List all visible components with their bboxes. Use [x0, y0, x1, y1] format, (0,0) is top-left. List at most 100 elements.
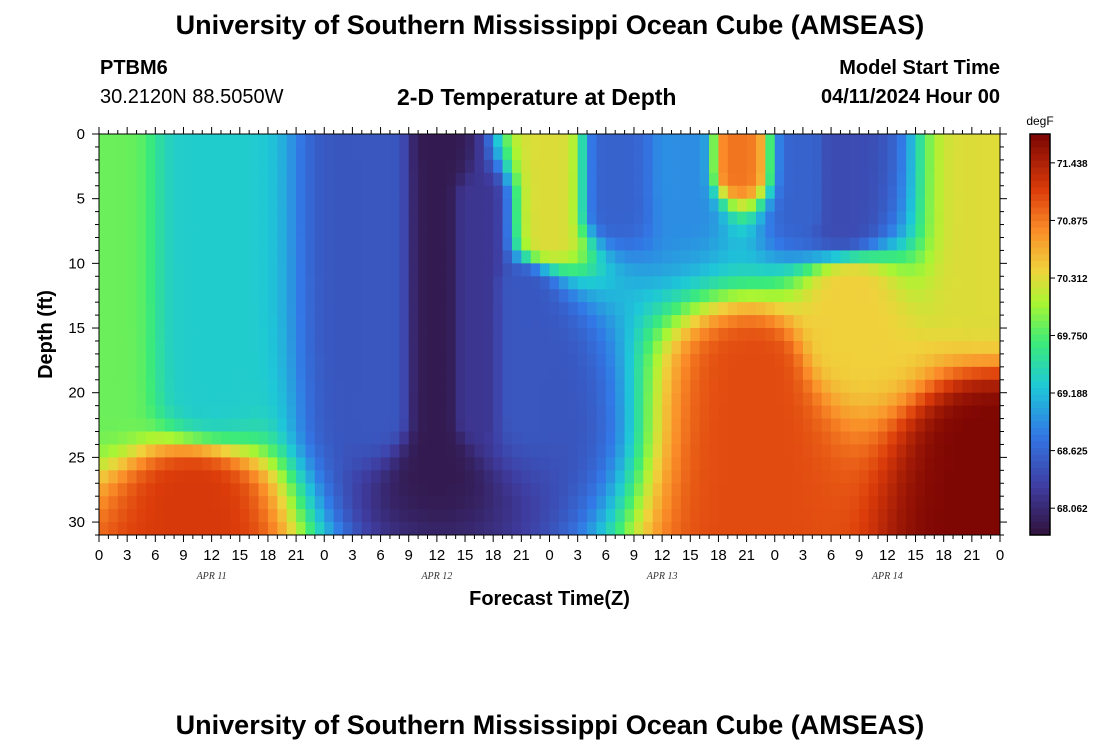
heatmap-cell [352, 418, 363, 432]
heatmap-cell [286, 146, 297, 161]
heatmap-cell [877, 328, 888, 342]
heatmap-cell [502, 328, 513, 342]
heatmap-cell [765, 444, 776, 458]
heatmap-cell [493, 289, 503, 303]
heatmap-cell [840, 522, 851, 536]
heatmap-cell [549, 366, 560, 381]
heatmap-cell [624, 431, 635, 445]
heatmap-cell [474, 431, 485, 445]
heatmap-cell [680, 146, 691, 161]
heatmap-cell [99, 237, 109, 251]
heatmap-cell [202, 379, 213, 394]
heatmap-cell [802, 172, 813, 187]
heatmap-cell [389, 250, 400, 264]
heatmap-cell [924, 224, 935, 238]
heatmap-cell [699, 146, 710, 161]
heatmap-cell [267, 198, 278, 213]
heatmap-cell [183, 276, 194, 290]
heatmap-cell [953, 522, 963, 536]
heatmap-cell [221, 263, 231, 277]
heatmap-cell [371, 211, 381, 225]
heatmap-cell [521, 159, 532, 174]
heatmap-cell [802, 444, 813, 458]
heatmap-cell [671, 185, 682, 200]
heatmap-cell [915, 366, 926, 381]
heatmap-cell [784, 263, 794, 277]
heatmap-cell [680, 379, 691, 394]
heatmap-cell [483, 470, 494, 484]
heatmap-cell [652, 134, 663, 148]
heatmap-cell [671, 392, 682, 407]
heatmap-cell [474, 392, 485, 407]
heatmap-cell [558, 237, 569, 251]
heatmap-cell [493, 250, 503, 264]
x-tick-label: 21 [738, 547, 755, 564]
heatmap-cell [568, 185, 579, 200]
heatmap-cell [755, 483, 766, 497]
heatmap-cell [680, 405, 691, 419]
colorbar-segment [1030, 374, 1050, 382]
heatmap-cell [605, 250, 616, 264]
heatmap-cell [511, 509, 522, 523]
heatmap-cell [793, 353, 804, 368]
heatmap-cell [568, 159, 579, 174]
heatmap-cell [314, 224, 325, 238]
heatmap-cell [230, 470, 241, 484]
colorbar-segment [1030, 468, 1050, 476]
heatmap-cell [502, 496, 513, 510]
heatmap-cell [605, 353, 616, 368]
heatmap-cell [99, 146, 109, 161]
heatmap-cell [840, 483, 851, 497]
heatmap-cell [924, 366, 935, 381]
colorbar-segment [1030, 134, 1050, 142]
heatmap-cell [446, 483, 457, 497]
heatmap-cell [145, 405, 156, 419]
heatmap-cell [727, 379, 738, 394]
heatmap-cell [474, 509, 485, 523]
heatmap-cell [343, 237, 353, 251]
heatmap-cell [108, 483, 119, 497]
heatmap-cell [971, 315, 982, 329]
heatmap-cell [671, 328, 682, 342]
heatmap-cell [718, 522, 729, 536]
heatmap-cell [896, 146, 907, 161]
heatmap-cell [643, 263, 654, 277]
heatmap-cell [361, 470, 372, 484]
heatmap-cell [690, 418, 701, 432]
heatmap-cell [145, 172, 156, 187]
heatmap-cell [343, 431, 353, 445]
heatmap-cell [821, 134, 832, 148]
heatmap-cell [371, 353, 381, 368]
heatmap-cell [652, 289, 663, 303]
heatmap-cell [549, 146, 560, 161]
heatmap-cell [211, 457, 222, 471]
heatmap-cell [718, 483, 729, 497]
colorbar-tick-label: 70.875 [1057, 216, 1088, 227]
heatmap-cell [690, 457, 701, 471]
heatmap-cell [690, 263, 701, 277]
heatmap-cell [680, 496, 691, 510]
heatmap-cell [962, 237, 973, 251]
heatmap-cell [887, 340, 898, 355]
heatmap-cell [530, 470, 541, 484]
heatmap-cell [793, 470, 804, 484]
heatmap-cell [211, 340, 222, 355]
heatmap-cell [877, 392, 888, 407]
heatmap-cell [943, 405, 954, 419]
heatmap-cell [831, 302, 841, 316]
heatmap-cell [840, 315, 851, 329]
heatmap-cell [511, 289, 522, 303]
heatmap-cell [164, 457, 175, 471]
heatmap-cell [333, 509, 344, 523]
heatmap-cell [427, 185, 438, 200]
heatmap-cell [380, 353, 391, 368]
heatmap-cell [408, 444, 419, 458]
heatmap-cell [108, 172, 119, 187]
heatmap-cell [737, 211, 747, 225]
heatmap-cell [399, 172, 410, 187]
heatmap-cell [680, 302, 691, 316]
heatmap-cell [155, 470, 166, 484]
heatmap-cell [145, 392, 156, 407]
heatmap-cell [127, 172, 137, 187]
heatmap-cell [305, 392, 316, 407]
